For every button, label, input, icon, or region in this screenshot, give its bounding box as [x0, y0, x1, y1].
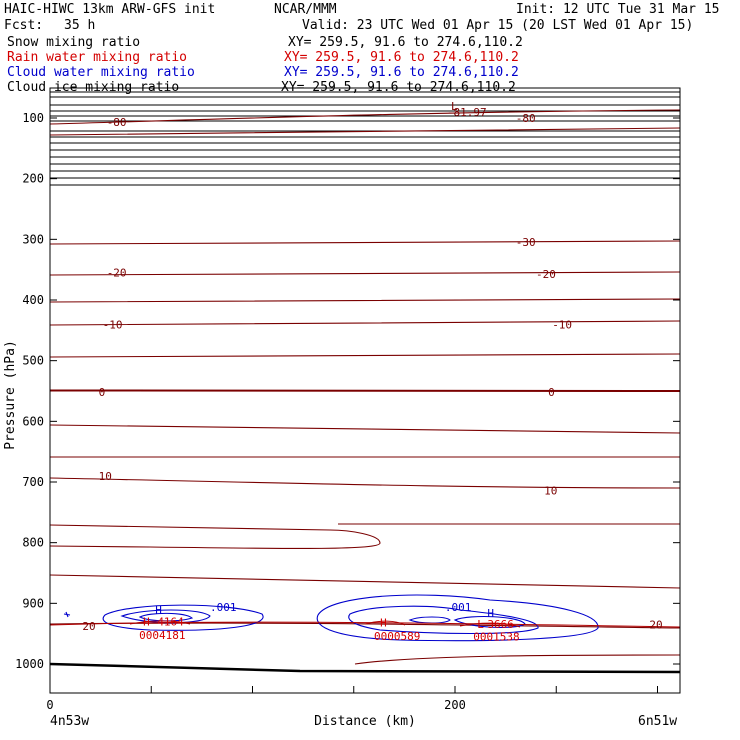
valid-time: Valid: 23 UTC Wed 01 Apr 15 (20 LST Wed … — [302, 18, 694, 33]
x-right-location: 6n51w — [638, 714, 677, 729]
cloud-water-contour — [138, 612, 194, 622]
isotherm-label: -80 — [107, 116, 127, 129]
field-xy-cloud-water: XY= 259.5, 91.6 to 274.6,110.2 — [284, 65, 519, 80]
field-name-cloud-water: Cloud water mixing ratio — [7, 65, 195, 80]
rain-water-label: 3666 — [487, 618, 514, 631]
isotherm-label: -81.97 — [447, 106, 487, 119]
y-tick-label: 900 — [22, 596, 44, 610]
y-tick-label: 600 — [22, 414, 44, 428]
isotherm-label: L — [451, 100, 458, 113]
plot-frame — [49, 87, 681, 694]
cloud-water-label: H — [155, 603, 162, 616]
isotherm-label: -30 — [516, 236, 536, 249]
fcst-value: 35 h — [64, 18, 96, 33]
x-tick-label: 0 — [46, 698, 53, 712]
isotherm-label: -80 — [516, 112, 536, 125]
y-tick-label: 300 — [22, 232, 44, 246]
isotherm — [49, 524, 381, 550]
isotherm — [49, 456, 681, 459]
isotherm-label: -20 — [107, 267, 127, 280]
cloud-water-contour — [316, 594, 599, 642]
model-title: HAIC-HIWC 13km ARW-GFS init — [4, 2, 216, 17]
zero-isotherm — [49, 389, 681, 392]
isotherm — [49, 240, 681, 245]
field-name-rain: Rain water mixing ratio — [7, 50, 188, 65]
rain-water-contour — [129, 620, 191, 625]
rain-water-contour — [364, 620, 406, 626]
isotherm-label: -20 — [536, 268, 556, 281]
temperature-contours — [49, 91, 681, 665]
isotherm — [49, 109, 681, 125]
isotherm — [49, 574, 681, 589]
init-time: Init: 12 UTC Tue 31 Mar 15 — [516, 2, 720, 17]
rain-water-label: 0001538 — [473, 631, 519, 644]
isotherm — [49, 424, 681, 434]
isotherm-label: 0 — [99, 386, 106, 399]
y-tick-label: 1000 — [15, 657, 44, 671]
org-label: NCAR/MMM — [274, 2, 337, 17]
cloud-water-label: .001 — [445, 601, 472, 614]
isotherm-label: 10 — [544, 484, 557, 497]
rain-water-label: H — [380, 617, 387, 630]
isotherm-label: -10 — [103, 318, 123, 331]
x-axis-label: Distance (km) — [314, 714, 416, 729]
isotherm — [49, 320, 681, 326]
field-name-snow: Snow mixing ratio — [7, 35, 141, 50]
cloud-water-contour — [120, 609, 211, 624]
x-tick-label: 200 — [444, 698, 466, 712]
x-left-location: 4n53w — [50, 714, 89, 729]
isotherm-label: 20 — [649, 619, 662, 632]
isotherm-label: 10 — [99, 470, 112, 483]
rain-water-contour — [459, 622, 521, 628]
rain-water-label: H — [143, 616, 150, 629]
cloud-water-label: H — [487, 607, 494, 620]
isotherm — [354, 654, 681, 665]
cloud-water-contour — [63, 611, 71, 618]
field-xy-rain: XY= 259.5, 91.6 to 274.6,110.2 — [284, 50, 519, 65]
y-tick-label: 700 — [22, 475, 44, 489]
cloud-water-contour — [408, 616, 451, 624]
isotherm — [49, 127, 681, 136]
rain-water-contour — [49, 621, 681, 628]
rain-water-label: 0004181 — [139, 629, 185, 642]
ground-line — [49, 662, 681, 674]
cloud-water-label: .001 — [210, 601, 237, 614]
rain-water-label: L — [477, 618, 484, 631]
rain-water-contours — [49, 620, 681, 628]
y-tick-label: 100 — [22, 111, 44, 125]
rain-water-label: 0000589 — [374, 630, 420, 643]
rain-water-label: 4164 — [157, 616, 184, 629]
isotherm-label: -10 — [552, 318, 572, 331]
y-axis-label: Pressure (hPa) — [3, 340, 18, 450]
isotherm-label: 0 — [548, 386, 555, 399]
terrain-surface — [49, 662, 681, 674]
y-tick-label: 800 — [22, 536, 44, 550]
y-tick-label: 200 — [22, 172, 44, 186]
y-tick-label: 500 — [22, 354, 44, 368]
isotherm-label: 20 — [82, 620, 95, 633]
isotherm — [49, 353, 681, 358]
isotherm — [49, 271, 681, 276]
field-xy-snow: XY= 259.5, 91.6 to 274.6,110.2 — [288, 35, 523, 50]
cloud-water-contour — [348, 605, 539, 635]
isotherm — [49, 298, 681, 303]
isotherm — [49, 477, 681, 489]
fcst-label: Fcst: — [4, 18, 44, 33]
y-tick-label: 400 — [22, 293, 44, 307]
